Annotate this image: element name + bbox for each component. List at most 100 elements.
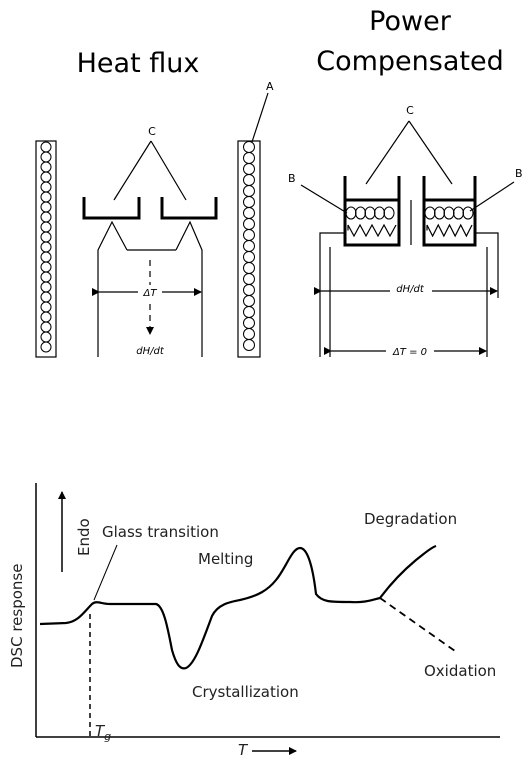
dh-dt-label-power: dH/dt [396, 284, 425, 295]
left-heater-coil [40, 141, 52, 353]
delta-t-zero-label: ΔT = 0 [392, 347, 427, 358]
label-a: A [266, 80, 274, 93]
label-c-leader-left-pc [365, 120, 410, 185]
coil-loop [40, 211, 52, 223]
coil-loop [40, 301, 52, 313]
coil-loop [243, 317, 255, 329]
coil-loop [40, 291, 52, 303]
coil-loop [40, 221, 52, 233]
dh-dt-label-heat-flux: dH/dt [136, 346, 165, 357]
reference-resistor [426, 223, 473, 238]
coil-loop [453, 206, 464, 220]
label-b-left-leader [300, 184, 348, 214]
coil-loop [243, 306, 255, 318]
oxidation-curve [379, 597, 456, 652]
coil-loop [40, 271, 52, 283]
tg-symbol: T [95, 722, 106, 740]
right-heater-column [237, 140, 261, 358]
tg-label: Tg [95, 722, 111, 743]
coil-loop [243, 207, 255, 219]
coil-loop [40, 191, 52, 203]
label-c-leader-right [150, 140, 187, 201]
degradation-label: Degradation [364, 510, 457, 528]
coil-loop [40, 261, 52, 273]
label-c-heat-flux: C [148, 125, 156, 138]
coil-loop [345, 206, 357, 220]
coil-loop [243, 229, 255, 241]
label-b-right: B [515, 167, 523, 180]
coil-loop [40, 281, 52, 293]
lead-right [475, 232, 499, 298]
coil-loop [434, 206, 445, 220]
sample-pan [82, 197, 141, 220]
coil-loop [40, 171, 52, 183]
coil-loop [40, 231, 52, 243]
sample-heater-coil [345, 206, 395, 220]
label-c-leader-left [113, 140, 152, 201]
coil-loop [243, 185, 255, 197]
sample-cell [343, 176, 401, 247]
coil-loop [424, 206, 436, 220]
coil-loop [40, 311, 52, 323]
coil-loop [40, 151, 52, 163]
coil-loop [243, 273, 255, 285]
dsc-curve-panel: DSC response Endo T Tg Glass transition … [8, 483, 500, 759]
heat-flux-title: Heat flux [77, 48, 200, 79]
coil-loop [462, 206, 474, 220]
coil-loop [383, 206, 395, 220]
tg-subscript: g [104, 730, 111, 743]
coil-loop [243, 262, 255, 274]
melting-label: Melting [198, 550, 253, 568]
coil-loop [364, 206, 376, 220]
label-b-right-leader [469, 181, 515, 212]
label-b-left: B [288, 172, 296, 185]
coil-loop [243, 240, 255, 252]
left-heater-column [35, 140, 57, 358]
coil-loop [243, 251, 255, 263]
coil-loop [243, 218, 255, 230]
coil-loop [40, 201, 52, 213]
oxidation-label: Oxidation [424, 662, 496, 680]
coil-loop [40, 331, 52, 343]
coil-loop [443, 206, 455, 220]
coil-loop [40, 241, 52, 253]
label-a-leader [251, 92, 269, 143]
reference-pan [160, 197, 218, 220]
power-title-line2: Compensated [316, 46, 503, 77]
x-axis-label: T [238, 741, 249, 759]
lead-left [319, 232, 345, 357]
endo-label: Endo [75, 518, 93, 556]
delta-t-zero-bg [386, 344, 434, 358]
crystallization-label: Crystallization [192, 683, 299, 701]
coil-loop [243, 174, 255, 186]
thermocouple-right [175, 220, 203, 357]
sample-resistor [347, 223, 397, 238]
coil-loop [243, 163, 255, 175]
dh-dt-bg [390, 281, 432, 295]
glass-transition-label: Glass transition [102, 523, 219, 541]
coil-loop [40, 321, 52, 333]
y-axis-label: DSC response [8, 564, 26, 668]
coil-loop [40, 161, 52, 173]
label-c-power: C [406, 104, 414, 117]
coil-loop [40, 341, 52, 353]
dsc-curve [39, 544, 437, 670]
label-c-leader-right-pc [408, 120, 453, 185]
coil-loop [40, 181, 52, 193]
power-compensated-diagram: C B B dH/dt ΔT = 0 [288, 104, 523, 358]
coil-loop [374, 206, 385, 220]
delta-t-label: ΔT [143, 288, 158, 299]
coil-loop [40, 251, 52, 263]
right-heater-coil [243, 141, 255, 351]
coil-loop [40, 141, 52, 153]
power-title-line1: Power [369, 6, 452, 37]
coil-loop [243, 141, 255, 153]
coil-loop [243, 152, 255, 164]
glass-transition-leader [93, 544, 118, 601]
coil-loop [243, 328, 255, 340]
reference-heater-coil [424, 206, 474, 220]
coil-loop [243, 295, 255, 307]
coil-loop [243, 339, 255, 351]
heat-flux-diagram: A C ΔT dH/dt [35, 80, 274, 358]
